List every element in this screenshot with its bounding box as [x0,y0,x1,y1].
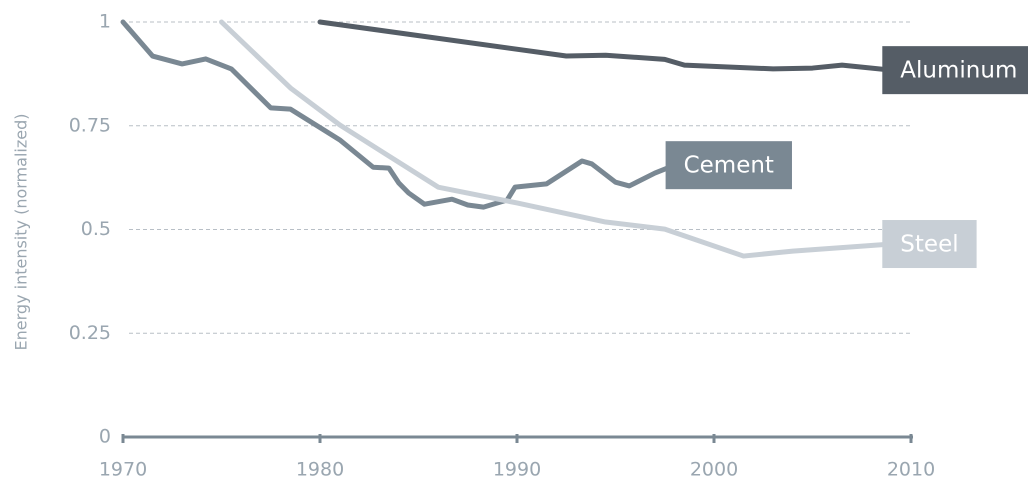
x-tick-label: 1970 [99,459,147,481]
x-tick-label: 2010 [887,459,935,481]
y-axis-title: Energy intensity (normalized) [12,114,31,351]
series-label-box [882,46,1028,95]
series-line [120,19,678,210]
y-tick-label: 0.5 [81,218,111,240]
series-label: Aluminum [882,46,1028,95]
series-label-text: Aluminum [900,58,1017,84]
series-label-text: Steel [900,232,958,258]
x-tick-label: 2000 [690,459,738,481]
x-tick-label: 1980 [296,459,344,481]
series-label: Cement [665,141,792,190]
y-tick-label: 0.75 [69,114,111,136]
x-tick-label: 1990 [493,459,541,481]
series-label-box [882,220,977,269]
y-tick-label: 0.25 [69,322,111,344]
series-line [219,19,894,259]
series-label: Steel [882,220,977,269]
y-tick-label: 0 [99,426,111,448]
y-tick-label: 1 [99,11,111,33]
series-label-text: Cement [684,153,774,179]
series-line [317,19,894,73]
series-label-box [665,141,792,190]
